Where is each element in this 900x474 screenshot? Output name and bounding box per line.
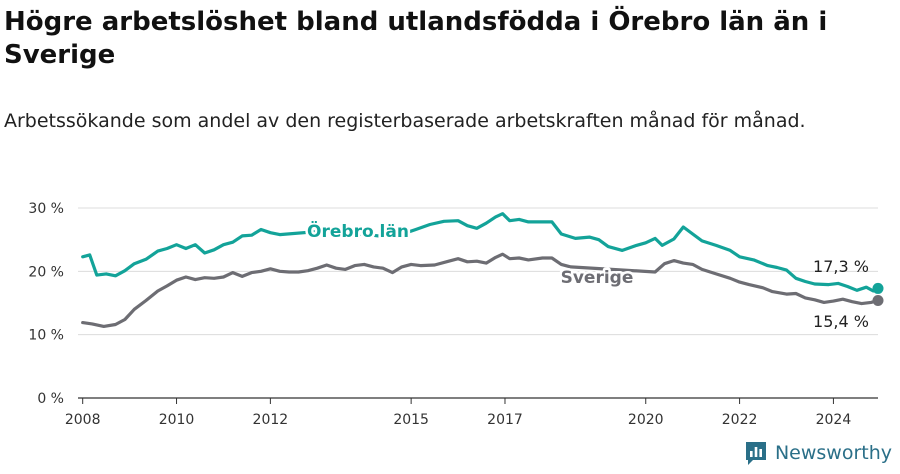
x-tick-label: 2017: [487, 412, 523, 428]
y-tick-label: 10 %: [28, 328, 64, 344]
y-tick-label: 0 %: [37, 391, 64, 407]
y-tick-label: 20 %: [28, 264, 64, 280]
series-end-point: [872, 294, 884, 306]
newsworthy-logo-icon: [745, 442, 766, 465]
series-name-halo: Örebro län: [307, 220, 409, 242]
series-line-sverige: [81, 252, 880, 328]
x-tick-label: 2008: [65, 412, 101, 428]
y-tick-label: 30 %: [28, 201, 64, 217]
series-lines: [81, 212, 884, 328]
chart-subtitle: Arbetssökande som andel av den registerb…: [4, 110, 806, 132]
series-line-orebro: [81, 212, 880, 293]
series-name-label: Örebro län: [307, 220, 409, 242]
x-axis-ticks: 2008 2010 2012 2015 2017 2020 2022 2024: [65, 398, 851, 428]
x-tick-label: 2024: [816, 412, 852, 428]
series-end-point: [872, 282, 884, 294]
x-tick-label: 2020: [628, 412, 664, 428]
newsworthy-brand[interactable]: Newsworthy: [744, 440, 892, 466]
x-tick-label: 2015: [393, 412, 429, 428]
x-tick-label: 2022: [722, 412, 758, 428]
series-name-label: Sverige: [561, 268, 634, 288]
series-name-halo: Sverige: [561, 268, 634, 288]
x-tick-label: 2012: [253, 412, 289, 428]
x-tick-label: 2010: [159, 412, 195, 428]
brand-name: Newsworthy: [774, 442, 892, 464]
gridlines: [78, 207, 878, 399]
y-axis-ticks: 0 % 10 % 20 % 30 %: [28, 201, 64, 407]
chart-title: Högre arbetslöshet bland utlandsfödda i …: [4, 7, 828, 70]
end-value-label: 15,4 %: [813, 312, 869, 331]
end-value-label: 17,3 %: [813, 257, 869, 276]
